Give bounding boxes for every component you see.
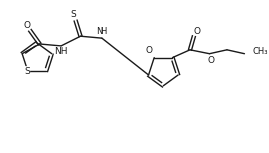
Text: O: O <box>208 56 215 65</box>
Text: S: S <box>24 67 30 76</box>
Text: N: N <box>96 27 102 36</box>
Text: O: O <box>193 27 200 36</box>
Text: O: O <box>146 46 153 55</box>
Text: NH: NH <box>54 47 68 56</box>
Text: CH₃: CH₃ <box>252 47 268 56</box>
Text: O: O <box>23 21 30 30</box>
Text: H: H <box>100 27 106 36</box>
Text: S: S <box>71 10 77 19</box>
